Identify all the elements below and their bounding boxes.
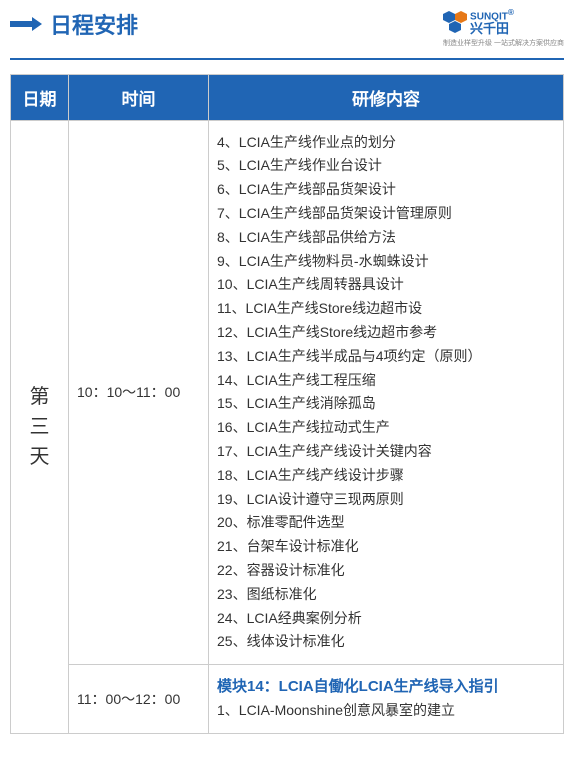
header-time: 时间 bbox=[69, 74, 209, 120]
header: 日程安排 SUNQIT® 兴千田 制造业样型升级 一站式解决方案供应商 bbox=[0, 0, 574, 56]
title-area: 日程安排 bbox=[10, 8, 138, 40]
cell-date: 第 三 天 bbox=[11, 120, 69, 733]
table-row: 第 三 天 10：10～11：00 4、LCIA生产线作业点的划分 5、LCIA… bbox=[11, 120, 564, 665]
logo-icon bbox=[443, 10, 467, 34]
table-header-row: 日期 时间 研修内容 bbox=[11, 74, 564, 120]
table-row: 11：00～12：00 模块14：LCIA自働化LCIA生产线导入指引 1、LC… bbox=[11, 665, 564, 734]
module-title: 模块14：LCIA自働化LCIA生产线导入指引 bbox=[217, 675, 555, 699]
arrow-icon bbox=[10, 17, 42, 31]
logo-text-cn: 兴千田 bbox=[470, 22, 514, 36]
logo-text-en: SUNQIT® bbox=[470, 8, 514, 22]
header-content: 研修内容 bbox=[209, 74, 564, 120]
logo-tagline: 制造业样型升级 一站式解决方案供应商 bbox=[443, 38, 564, 48]
page-title: 日程安排 bbox=[50, 8, 138, 40]
header-divider bbox=[10, 58, 564, 60]
cell-time: 10：10～11：00 bbox=[69, 120, 209, 665]
logo-area: SUNQIT® 兴千田 制造业样型升级 一站式解决方案供应商 bbox=[443, 8, 564, 48]
cell-content: 4、LCIA生产线作业点的划分 5、LCIA生产线作业台设计 6、LCIA生产线… bbox=[209, 120, 564, 665]
cell-content: 模块14：LCIA自働化LCIA生产线导入指引 1、LCIA-Moonshine… bbox=[209, 665, 564, 734]
cell-time: 11：00～12：00 bbox=[69, 665, 209, 734]
schedule-table: 日期 时间 研修内容 第 三 天 10：10～11：00 4、LCIA生产线作业… bbox=[10, 74, 564, 734]
header-date: 日期 bbox=[11, 74, 69, 120]
